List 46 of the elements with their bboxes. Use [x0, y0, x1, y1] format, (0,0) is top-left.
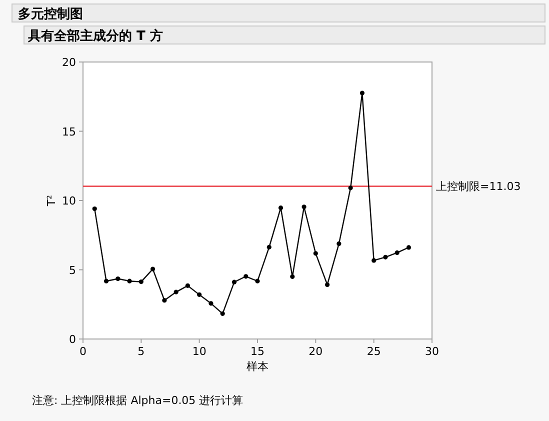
point: [244, 274, 248, 279]
point: [406, 245, 412, 250]
point: [92, 206, 97, 212]
point: [372, 258, 376, 263]
point: [336, 241, 342, 246]
chart-title: 多元控制图: [18, 7, 83, 22]
x-tick-label: 30: [425, 345, 439, 358]
point: [313, 251, 318, 256]
x-tick-label: 10: [192, 345, 206, 358]
y-tick-label: 10: [62, 194, 76, 208]
x-tick-label: 20: [308, 345, 323, 358]
point: [138, 280, 144, 284]
x-tick-label: 25: [366, 345, 381, 358]
point: [394, 250, 400, 256]
point: [208, 301, 214, 306]
point: [325, 282, 330, 288]
point: [104, 278, 109, 284]
point: [174, 290, 178, 294]
point: [278, 206, 284, 210]
ref-line-label: 上控制限=11.03: [436, 180, 521, 194]
point: [348, 186, 353, 190]
x-tick-label: 5: [138, 345, 145, 358]
y-axis-title: T²: [45, 194, 58, 208]
x-tick-label: 0: [80, 345, 86, 358]
point: [162, 298, 167, 303]
chart-subtitle: 具有全部主成分的 T 方: [27, 28, 163, 44]
point: [290, 274, 295, 279]
point: [232, 280, 237, 284]
point: [220, 311, 225, 316]
x-tick-label: 15: [250, 345, 264, 358]
point: [360, 90, 364, 96]
point: [150, 266, 156, 272]
text: 注意: 上控制限根据 Alpha=0.05 进行计算: [32, 394, 244, 407]
point: [383, 254, 388, 260]
point: [185, 283, 190, 288]
point: [266, 244, 272, 250]
y-tick-label: 0: [69, 333, 76, 346]
y-tick-label: 5: [69, 264, 76, 277]
point: [116, 276, 120, 282]
y-tick-label: 20: [62, 56, 76, 69]
y-tick-label: 15: [62, 125, 76, 138]
point: [255, 278, 260, 284]
point: [127, 278, 132, 284]
x-axis-title: 样本: [246, 360, 268, 373]
point: [197, 292, 202, 297]
point: [302, 204, 306, 210]
